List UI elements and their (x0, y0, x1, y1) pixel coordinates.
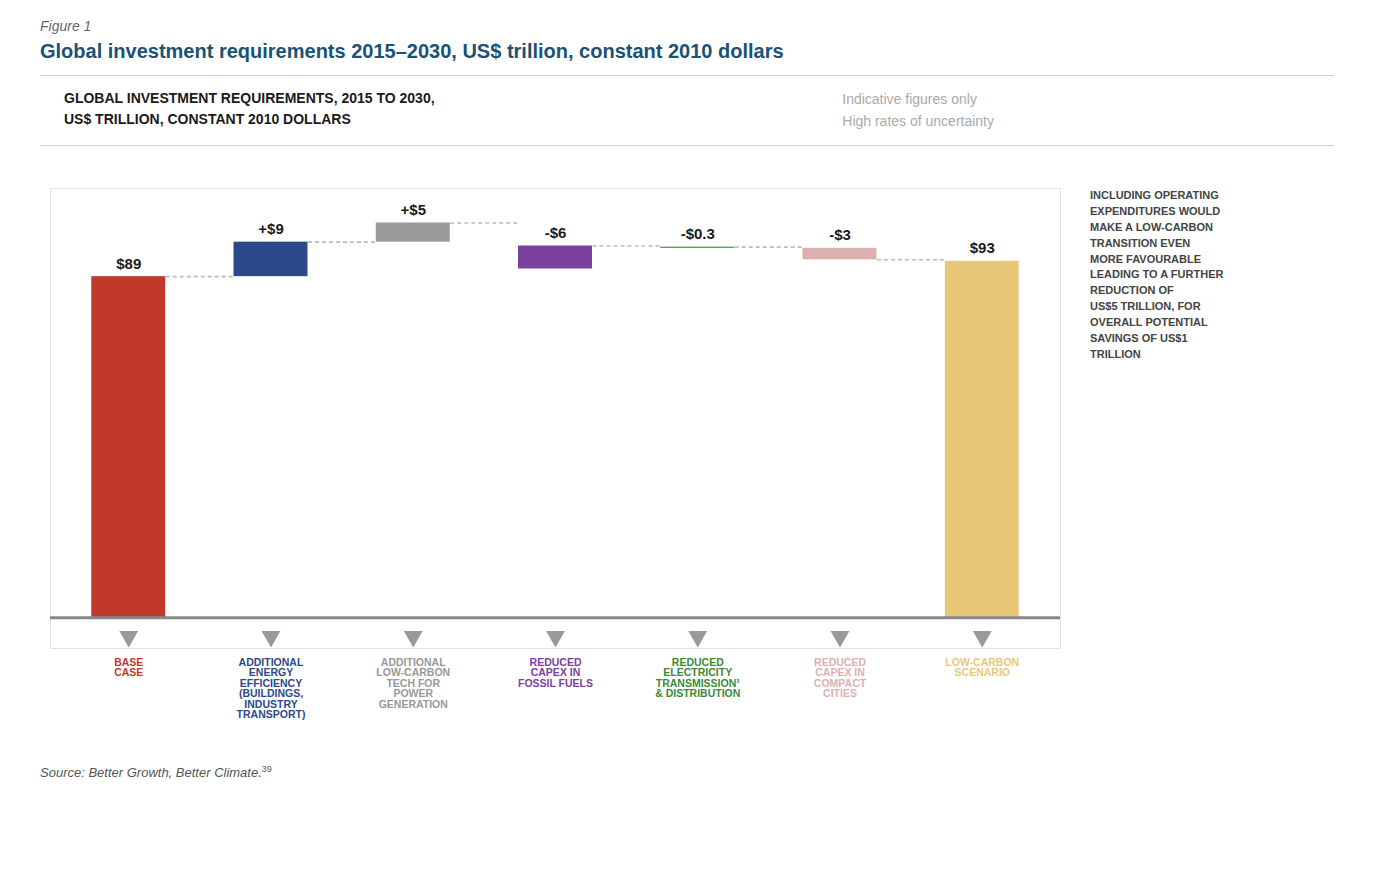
svg-text:$89: $89 (116, 254, 141, 271)
svg-text:+$5: +$5 (401, 201, 426, 218)
svg-text:-$6: -$6 (545, 224, 567, 241)
html-text:GLOBAL INVESTMENT REQUIREMENTS: GLOBAL INVESTMENT REQUIREMENTS, 2015 TO … (64, 90, 435, 127)
svg-text:$93: $93 (970, 239, 995, 256)
html-text:Global investment requirements: Global investment requirements 2015–2030… (40, 40, 784, 62)
svg-text:REDUCEDCAPEX INCOMPACTCITIES: REDUCEDCAPEX INCOMPACTCITIES (814, 656, 867, 700)
svg-text:LOW-CARBONSCENARIO: LOW-CARBONSCENARIO (945, 656, 1019, 679)
svg-text:-$0.3: -$0.3 (681, 225, 715, 242)
svg-text:-$3: -$3 (829, 226, 851, 243)
svg-text:BASECASE: BASECASE (114, 656, 143, 679)
html-text:Source: Better Growth, Better: Source: Better Growth, Better Climate.39 (40, 763, 272, 781)
svg-text:+$9: +$9 (258, 220, 283, 237)
svg-text:ADDITIONALENERGYEFFICIENCY(BUI: ADDITIONALENERGYEFFICIENCY(BUILDINGS,IND… (237, 656, 306, 721)
svg-text:REDUCEDELECTRICITYTRANSMISSION: REDUCEDELECTRICITYTRANSMISSION¹& DISTRIB… (655, 656, 740, 700)
html-text:INCLUDING OPERATING EXPENDITUR: INCLUDING OPERATING EXPENDITURES WOULD M… (1090, 188, 1224, 361)
html-text:Figure 1: Figure 1 (40, 18, 92, 34)
svg-text:REDUCEDCAPEX INFOSSIL FUELS: REDUCEDCAPEX INFOSSIL FUELS (518, 656, 593, 689)
svg-text:ADDITIONALLOW-CARBONTECH FORPO: ADDITIONALLOW-CARBONTECH FORPOWERGENERAT… (376, 656, 450, 710)
html-text:Indicative figures only High r: Indicative figures only High rates of un… (842, 91, 994, 130)
